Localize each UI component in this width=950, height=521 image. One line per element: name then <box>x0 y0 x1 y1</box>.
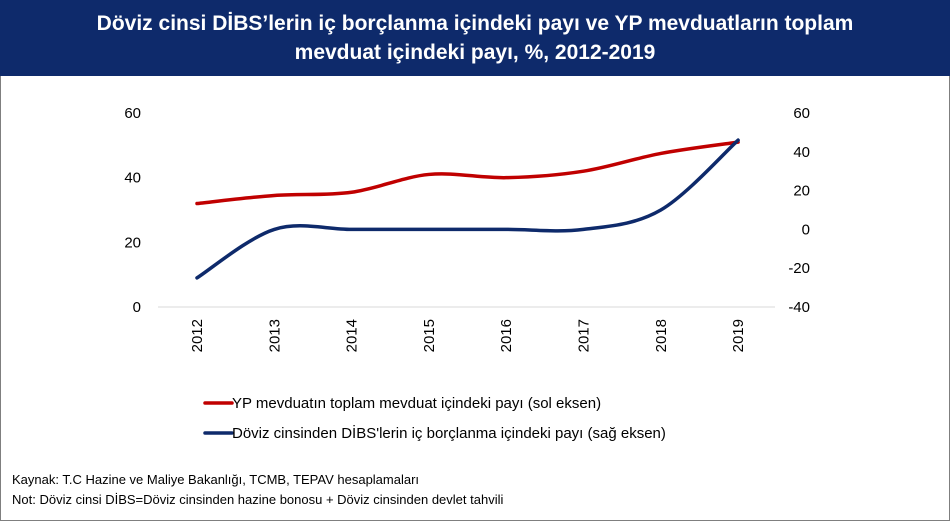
footer: Kaynak: T.C Hazine ve Maliye Bakanlığı, … <box>12 470 503 510</box>
x-tick-label: 2018 <box>653 319 670 352</box>
chart-title-line-2: mevduat içindeki payı, %, 2012-2019 <box>294 41 656 64</box>
source-note: Kaynak: T.C Hazine ve Maliye Bakanlığı, … <box>12 472 420 487</box>
right-tick-label: -20 <box>788 260 810 277</box>
legend-label-2: Döviz cinsinden DİBS'lerin iç borçlanma … <box>232 424 666 442</box>
legend-label-1: YP mevduatın toplam mevduat içindeki pay… <box>232 395 601 412</box>
right-tick-label: 40 <box>793 144 810 161</box>
x-axis: 2012 2013 2014 2015 2016 2017 2018 2019 <box>189 319 747 352</box>
left-tick-label: 0 <box>133 299 141 316</box>
x-tick-label: 2014 <box>344 319 361 352</box>
x-tick-label: 2013 <box>266 319 283 352</box>
definition-note: Not: Döviz cinsi DİBS=Döviz cinsinden ha… <box>12 492 504 507</box>
left-tick-label: 60 <box>124 105 141 122</box>
x-tick-label: 2019 <box>730 319 747 352</box>
legend: YP mevduatın toplam mevduat içindeki pay… <box>203 395 666 442</box>
right-tick-label: 20 <box>793 183 810 200</box>
left-axis: 0 20 40 60 <box>124 105 141 316</box>
x-tick-label: 2012 <box>189 319 206 352</box>
left-tick-label: 40 <box>124 170 141 187</box>
right-tick-label: 60 <box>793 105 810 122</box>
series-group <box>195 138 740 280</box>
x-tick-label: 2015 <box>421 319 438 352</box>
left-tick-label: 20 <box>124 234 141 251</box>
x-tick-label: 2017 <box>576 319 593 352</box>
title-bar: Döviz cinsi DİBS’lerin iç borçlanma için… <box>0 0 950 76</box>
right-axis: -40 -20 0 20 40 60 <box>788 105 810 316</box>
series-line-1 <box>195 140 740 206</box>
right-tick-label: 0 <box>802 221 810 238</box>
series-line-2 <box>195 138 740 280</box>
right-tick-label: -40 <box>788 299 810 316</box>
x-tick-label: 2016 <box>498 319 515 352</box>
chart-title-line-1: Döviz cinsi DİBS’lerin iç borçlanma için… <box>96 12 854 35</box>
